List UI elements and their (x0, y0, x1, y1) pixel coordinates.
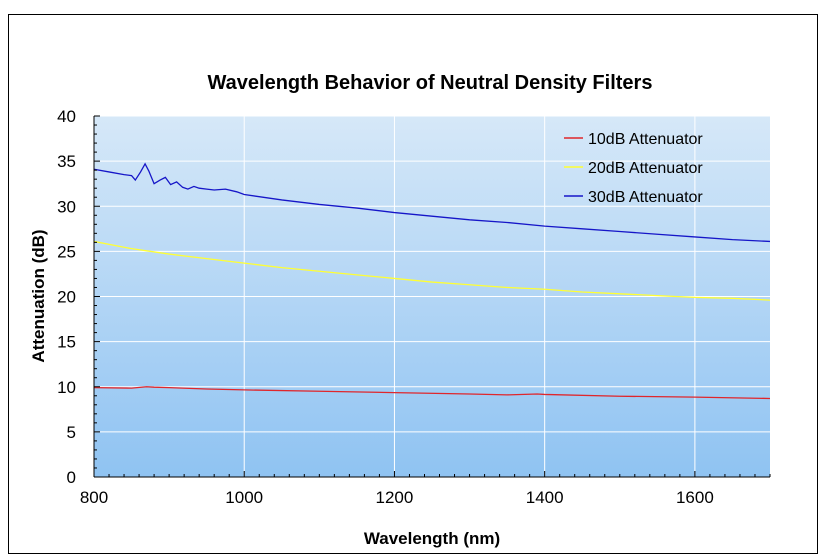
y-tick-label: 0 (67, 468, 76, 487)
y-tick-label: 35 (57, 152, 76, 171)
y-axis-title: Attenuation (dB) (29, 229, 48, 362)
legend-label: 20dB Attenuator (588, 160, 703, 177)
series-line (93, 240, 771, 301)
tick-labels: 0 5 10 15 20 25 30 35 40 800 1000 1200 1400 1600 (57, 107, 714, 507)
y-tick-label: 15 (57, 333, 76, 352)
y-tick-label: 20 (57, 288, 76, 307)
series-line (93, 162, 771, 243)
x-tick-label: 1400 (526, 488, 564, 507)
y-tick-label: 30 (57, 197, 76, 216)
legend-label: 30dB Attenuator (588, 189, 703, 206)
y-tick-label: 40 (57, 107, 76, 126)
gridlines (94, 115, 770, 477)
legend: 10dB Attenuator 20dB Attenuator 30dB Atten… (564, 131, 703, 206)
y-tick-label: 5 (67, 423, 76, 442)
series-lines (93, 162, 771, 400)
x-tick-label: 1200 (376, 488, 414, 507)
series-line (93, 386, 771, 400)
chart-title: Wavelength Behavior of Neutral Density F… (208, 72, 653, 94)
x-axis-title: Wavelength (nm) (364, 529, 500, 548)
x-tick-label: 1000 (225, 488, 263, 507)
axes (93, 115, 771, 478)
y-tick-label: 25 (57, 242, 76, 261)
legend-label: 10dB Attenuator (588, 131, 703, 148)
y-tick-label: 10 (57, 378, 76, 397)
x-tick-label: 1600 (676, 488, 714, 507)
x-tick-label: 800 (80, 488, 108, 507)
